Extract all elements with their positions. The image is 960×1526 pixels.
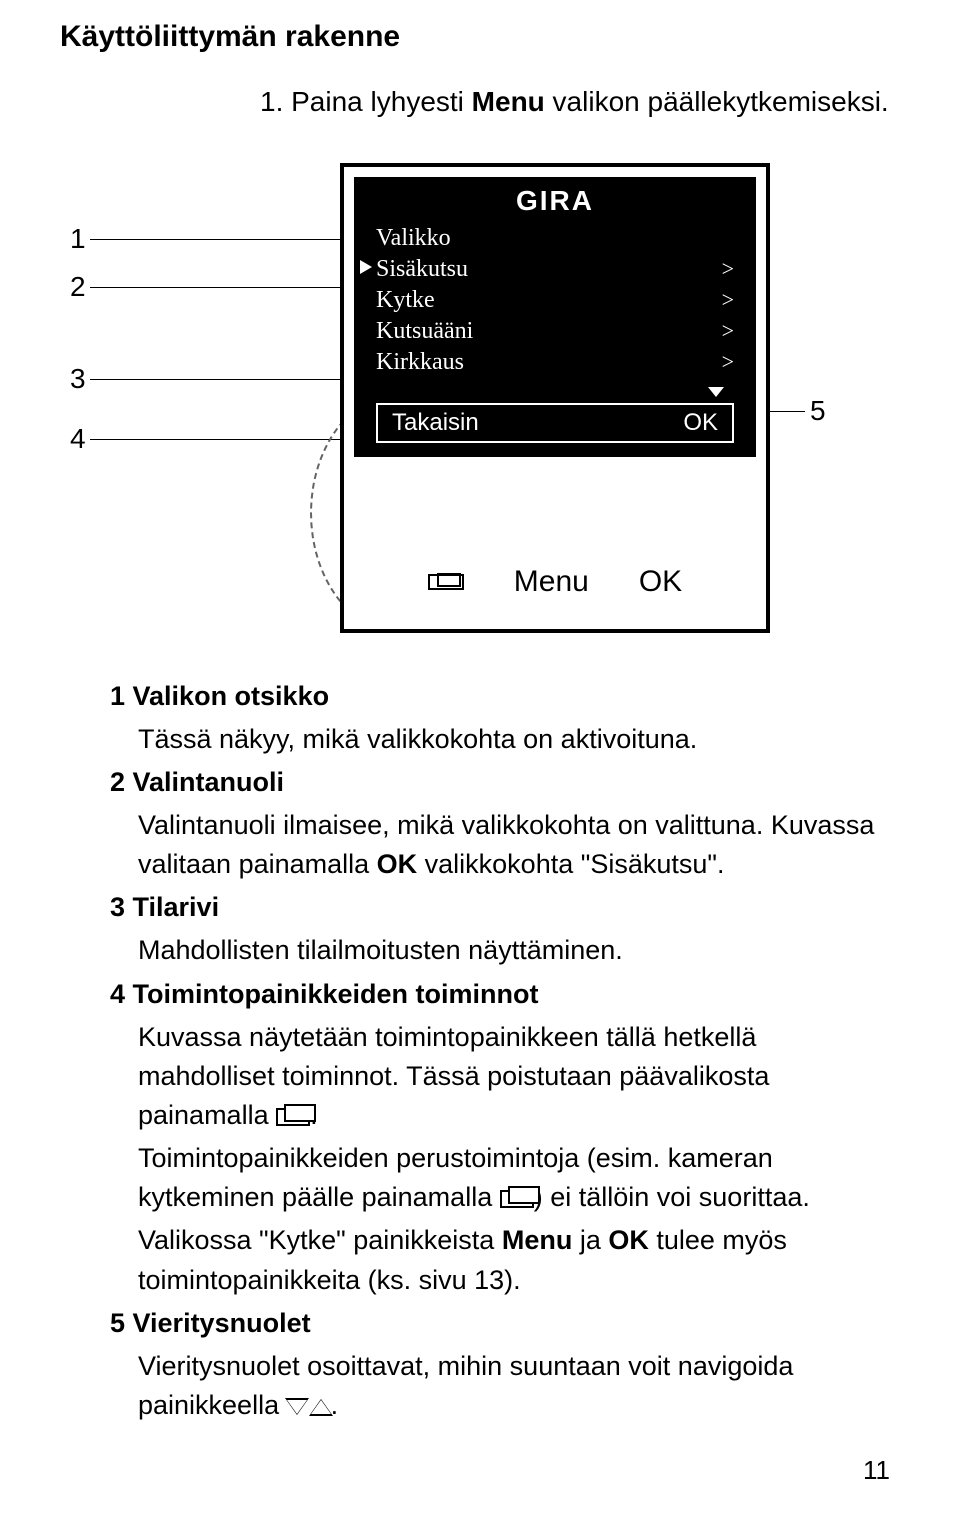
device-frame: GIRA Valikko Sisäkutsu > Kytke > Kutsuää… (340, 163, 770, 633)
softkey-bar: Takaisin OK (376, 403, 734, 443)
chevron-right-icon: > (722, 287, 734, 314)
menu-list: Valikko Sisäkutsu > Kytke > Kutsuääni > … (356, 225, 754, 378)
callout-2: 2 (70, 271, 86, 303)
callout-5: 5 (810, 395, 826, 427)
instr-suffix: valikon päällekytkemiseksi. (545, 86, 889, 117)
legend-2-ok: OK (377, 849, 418, 879)
legend-2-b: valikkokohta "Sisäkutsu". (417, 849, 724, 879)
menu-item-3: Kirkkaus > (376, 347, 734, 378)
window-icon (276, 1108, 310, 1126)
legend-4-a: Kuvassa näytetään toimintopainikkeen täl… (138, 1022, 769, 1130)
chevron-right-icon: > (722, 256, 734, 283)
diagram: 1 2 3 4 5 GIRA Valikko Sisäkutsu > Kytke… (60, 163, 900, 653)
menu-item-label: Kytke (376, 287, 435, 314)
legend-2-body: Valintanuoli ilmaisee, mikä valikkokohta… (110, 806, 900, 884)
legend-4-e-menu: Menu (502, 1225, 573, 1255)
legend-1-head: 1 Valikon otsikko (110, 677, 900, 716)
legend-4-d: ) ei tällöin voi suorittaa. (534, 1182, 810, 1212)
menu-item-label: Kutsuääni (376, 318, 473, 345)
legend-4-body-3: Valikossa "Kytke" painikkeista Menu ja O… (110, 1221, 900, 1299)
leader-2 (90, 287, 360, 288)
legend-4-e-mid: ja (572, 1225, 608, 1255)
page-title: Käyttöliittymän rakenne (60, 20, 900, 54)
instr-bold: Menu (472, 86, 545, 117)
legend-4-e-ok: OK (608, 1225, 649, 1255)
chevron-right-icon: > (722, 349, 734, 376)
legend-5-b: . (331, 1390, 339, 1420)
back-label: Takaisin (392, 409, 479, 437)
triangle-up-icon (311, 1400, 331, 1414)
brand-label: GIRA (356, 185, 754, 217)
menu-title: Valikko (376, 225, 734, 252)
ok-button-label: OK (639, 565, 682, 599)
legend-4-e-a: Valikossa "Kytke" painikkeista (138, 1225, 502, 1255)
scroll-down-icon (708, 387, 724, 397)
legend-4-head: 4 Toimintopainikkeiden toiminnot (110, 975, 900, 1014)
window-icon (500, 1190, 534, 1208)
legend-3-body: Mahdollisten tilailmoitusten näyttäminen… (110, 931, 900, 970)
menu-button-label: Menu (514, 565, 589, 599)
menu-item-label: Kirkkaus (376, 349, 464, 376)
legend-2-head: 2 Valintanuoli (110, 763, 900, 802)
hardware-button-row: Menu OK (344, 565, 766, 599)
ok-label: OK (683, 409, 718, 437)
legend-4-body-1: Kuvassa näytetään toimintopainikkeen täl… (110, 1018, 900, 1135)
callout-3: 3 (70, 363, 86, 395)
page-number: 11 (60, 1455, 900, 1486)
legend-3-head: 3 Tilarivi (110, 888, 900, 927)
menu-item-label: Sisäkutsu (376, 256, 468, 283)
legend-4-body-2: Toimintopainikkeiden perustoimintoja (es… (110, 1139, 900, 1217)
legend-5-body: Vieritysnuolet osoittavat, mihin suuntaa… (110, 1347, 900, 1425)
leader-3a (90, 379, 370, 380)
menu-item-2: Kutsuääni > (376, 316, 734, 347)
chevron-right-icon: > (722, 318, 734, 345)
legend-1-body: Tässä näkyy, mikä valikkokohta on aktivo… (110, 720, 900, 759)
triangle-down-icon (287, 1400, 307, 1414)
instruction-text: 1. Paina lyhyesti Menu valikon päällekyt… (260, 82, 900, 123)
leader-1 (90, 239, 370, 240)
selection-arrow-icon (360, 260, 372, 274)
instr-prefix: 1. Paina lyhyesti (260, 86, 472, 117)
menu-icon (428, 574, 464, 590)
device-screen: GIRA Valikko Sisäkutsu > Kytke > Kutsuää… (354, 177, 756, 457)
legend-5-head: 5 Vieritysnuolet (110, 1304, 900, 1343)
legend-5-a: Vieritysnuolet osoittavat, mihin suuntaa… (138, 1351, 793, 1420)
menu-item-0: Sisäkutsu > (376, 254, 734, 285)
menu-item-1: Kytke > (376, 285, 734, 316)
callout-1: 1 (70, 223, 86, 255)
callout-4: 4 (70, 423, 86, 455)
legend: 1 Valikon otsikko Tässä näkyy, mikä vali… (110, 677, 900, 1426)
